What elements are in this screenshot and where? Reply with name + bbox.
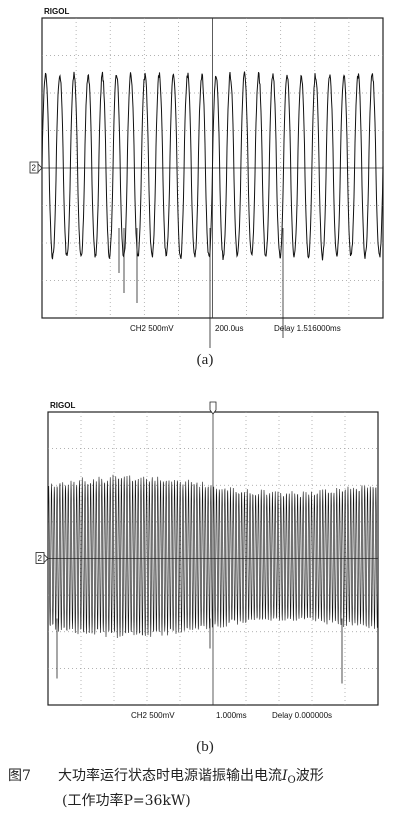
waveform [47,474,379,638]
waveform [41,71,384,261]
channel-marker-box [35,552,45,564]
caption-symbol: I [281,768,288,784]
caption-number: 图7 [8,768,31,784]
channel-marker: 2 [38,554,43,563]
caption-subscript: O [288,775,296,786]
channel-marker: 2 [32,164,37,173]
brand: RIGOL [44,7,69,16]
channel-setting: CH2 500mV [131,711,175,720]
delay: Delay 1.516000ms [274,324,341,333]
panel-label: (a) [197,352,214,368]
channel-setting: CH2 500mV [130,324,174,333]
caption-text: 大功率运行状态时电源谐振输出电流 [58,767,282,784]
delay: Delay 0.000000s [272,711,332,720]
channel-arrow [37,163,43,173]
panel-label: (b) [196,739,214,755]
caption-note: (工作功率P=36kW) [62,792,191,809]
caption-line: 大功率运行状态时电源谐振输出电流IO波形 [58,767,324,786]
trigger-marker [209,401,217,415]
caption-suffix: 波形 [296,768,324,784]
brand: RIGOL [50,401,75,410]
timebase: 200.0us [215,324,243,333]
timebase: 1.000ms [216,711,247,720]
channel-arrow [43,554,49,563]
channel-marker-box [29,161,39,174]
